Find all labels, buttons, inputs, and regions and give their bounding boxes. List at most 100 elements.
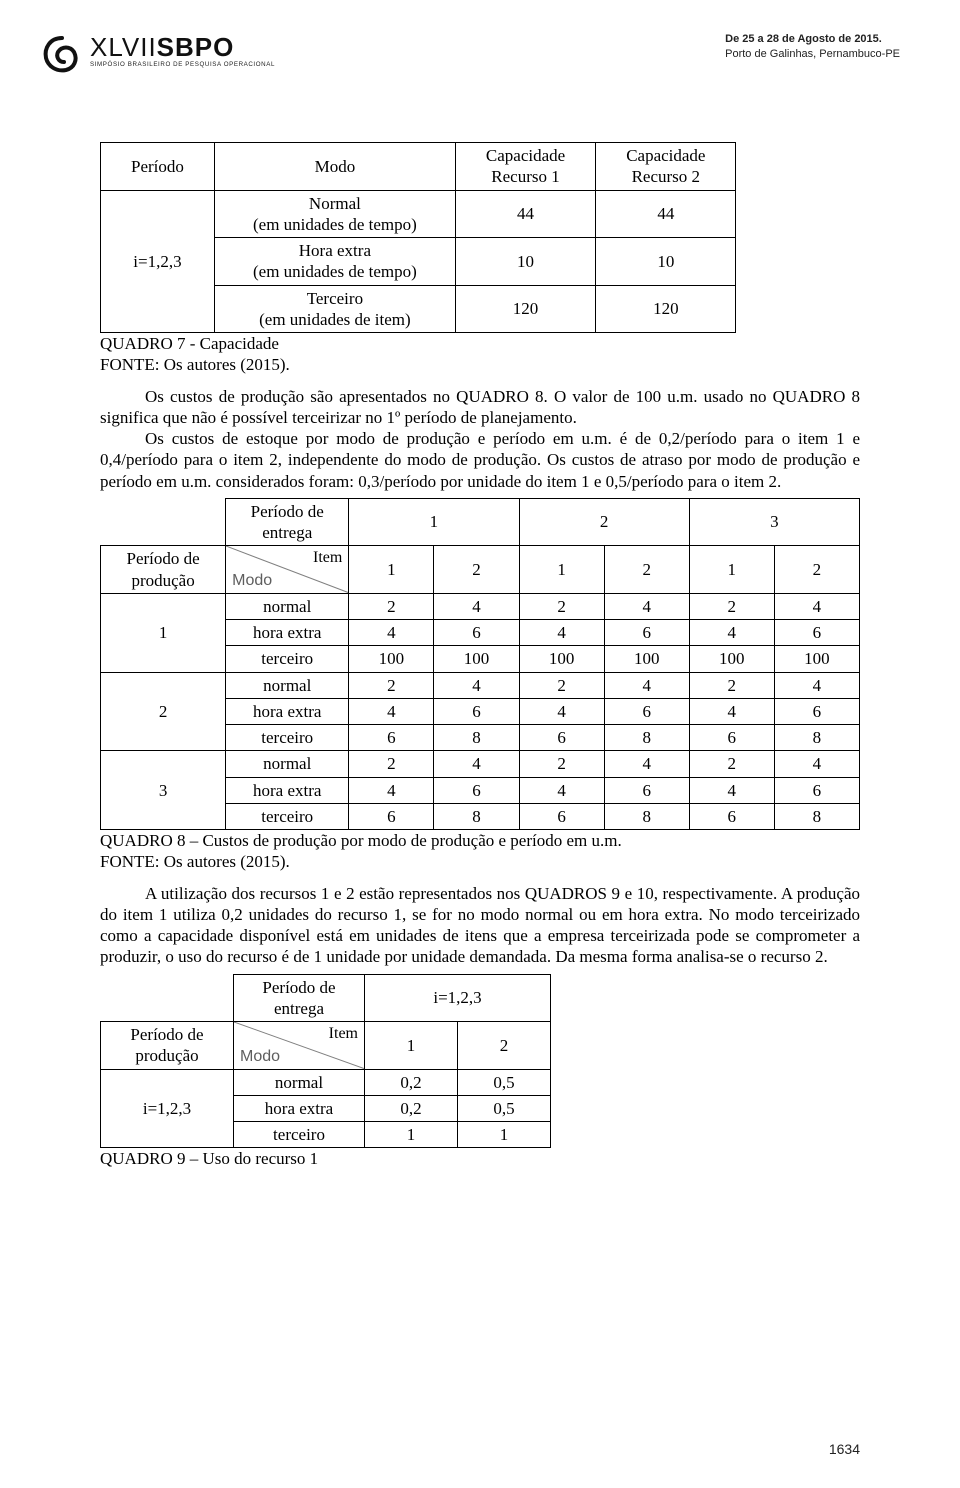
- t8-cell: 100: [434, 646, 519, 672]
- t8-cell: 4: [604, 672, 689, 698]
- t8-cell: 4: [604, 751, 689, 777]
- t8-cell: 2: [519, 672, 604, 698]
- t8-entrega: 3: [689, 498, 859, 546]
- t9-cell: 1: [365, 1122, 458, 1148]
- t8-cell: 6: [774, 777, 859, 803]
- t8-cell: 4: [519, 620, 604, 646]
- t9-cell: 0,2: [365, 1069, 458, 1095]
- t8-cell: 2: [689, 593, 774, 619]
- t8-cell: 2: [349, 751, 434, 777]
- logo-title-thin: XLVII: [90, 32, 157, 62]
- t8-diag-bot: Modo: [232, 571, 272, 591]
- page-header: XLVIISBPO SIMPÓSIO BRASILEIRO DE PESQUIS…: [100, 30, 860, 102]
- t7-col-header: Período: [101, 143, 215, 191]
- t7-modo: Normal(em unidades de tempo): [214, 190, 455, 238]
- t8-item: 1: [689, 546, 774, 594]
- t8-mode: terceiro: [226, 803, 349, 829]
- t7-cell: 120: [455, 285, 595, 333]
- t9-item: 2: [458, 1022, 551, 1070]
- t8-item: 1: [519, 546, 604, 594]
- t8-cell: 6: [689, 725, 774, 751]
- t8-cell: 6: [434, 777, 519, 803]
- t8-cell: 8: [434, 725, 519, 751]
- t8-entrega: 2: [519, 498, 689, 546]
- t9-item: 1: [365, 1022, 458, 1070]
- t8-cell: 4: [519, 777, 604, 803]
- t8-cell: 100: [349, 646, 434, 672]
- t8-item: 1: [349, 546, 434, 594]
- t9-entrega-span: i=1,2,3: [365, 974, 551, 1022]
- t8-period: 3: [101, 751, 226, 830]
- logo-title: XLVIISBPO: [90, 34, 275, 60]
- t9-diag-bot: Modo: [240, 1047, 280, 1067]
- t8-cell: 8: [604, 803, 689, 829]
- t8-producao-label: Período deprodução: [101, 546, 226, 594]
- t7-col-header: CapacidadeRecurso 1: [455, 143, 595, 191]
- t9-cell: 1: [458, 1122, 551, 1148]
- t8-cell: 8: [774, 803, 859, 829]
- t8-diag-cell: Item Modo: [226, 546, 349, 594]
- t8-item: 2: [434, 546, 519, 594]
- t8-cell: 4: [434, 672, 519, 698]
- t8-cell: 100: [774, 646, 859, 672]
- logo-swirl-icon: [40, 34, 84, 78]
- t8-mode: normal: [226, 751, 349, 777]
- t8-cell: 100: [604, 646, 689, 672]
- t8-cell: 2: [519, 593, 604, 619]
- t8-cell: 6: [434, 698, 519, 724]
- t9-entrega-label: Período deentrega: [234, 974, 365, 1022]
- t7-cell: 10: [455, 238, 595, 286]
- t8-cell: 6: [519, 803, 604, 829]
- t7-caption: QUADRO 7 - Capacidade: [100, 333, 860, 354]
- t8-entrega: 1: [349, 498, 519, 546]
- table-quadro-8: Período deentrega 1 2 3 Período deproduç…: [100, 498, 860, 830]
- t7-cell: 44: [596, 190, 736, 238]
- t8-cell: 2: [689, 672, 774, 698]
- conference-location: Porto de Galinhas, Pernambuco-PE: [725, 47, 900, 62]
- t8-cell: 100: [689, 646, 774, 672]
- t8-period: 2: [101, 672, 226, 751]
- t7-col-header: CapacidadeRecurso 2: [596, 143, 736, 191]
- t8-cell: 6: [774, 620, 859, 646]
- t8-cell: 6: [519, 725, 604, 751]
- table-quadro-7: Período Modo CapacidadeRecurso 1 Capacid…: [100, 142, 736, 333]
- t8-cell: 4: [434, 751, 519, 777]
- t9-mode: terceiro: [234, 1122, 365, 1148]
- t8-period: 1: [101, 593, 226, 672]
- t7-modo: Terceiro(em unidades de item): [214, 285, 455, 333]
- paragraph-3: A utilização dos recursos 1 e 2 estão re…: [100, 883, 860, 968]
- t8-mode: normal: [226, 672, 349, 698]
- t9-cell: 0,5: [458, 1095, 551, 1121]
- t8-cell: 4: [434, 593, 519, 619]
- t9-cell: 0,2: [365, 1095, 458, 1121]
- page: XLVIISBPO SIMPÓSIO BRASILEIRO DE PESQUIS…: [0, 0, 960, 1488]
- t7-fonte: FONTE: Os autores (2015).: [100, 354, 860, 375]
- t9-diag-top: Item: [329, 1024, 358, 1044]
- t9-mode: normal: [234, 1069, 365, 1095]
- t8-cell: 4: [689, 777, 774, 803]
- t8-item: 2: [604, 546, 689, 594]
- t8-mode: terceiro: [226, 646, 349, 672]
- t8-cell: 6: [604, 777, 689, 803]
- t7-cell: 10: [596, 238, 736, 286]
- paragraph-2: Os custos de estoque por modo de produçã…: [100, 428, 860, 492]
- t8-cell: 6: [689, 803, 774, 829]
- t8-cell: 4: [349, 620, 434, 646]
- t9-group: i=1,2,3: [101, 1069, 234, 1148]
- table-quadro-9: Período deentrega i=1,2,3 Período deprod…: [100, 974, 551, 1149]
- t8-cell: 4: [689, 698, 774, 724]
- t8-cell: 2: [689, 751, 774, 777]
- t7-cell: 44: [455, 190, 595, 238]
- t8-cell: 2: [349, 593, 434, 619]
- t8-cell: 6: [604, 698, 689, 724]
- t8-cell: 4: [774, 672, 859, 698]
- t8-mode: normal: [226, 593, 349, 619]
- t8-cell: 2: [349, 672, 434, 698]
- t8-cell: 4: [774, 751, 859, 777]
- t8-mode: hora extra: [226, 698, 349, 724]
- t8-cell: 100: [519, 646, 604, 672]
- conference-info: De 25 a 28 de Agosto de 2015. Porto de G…: [725, 32, 900, 62]
- paragraph-1: Os custos de produção são apresentados n…: [100, 386, 860, 429]
- t8-entrega-label: Período deentrega: [226, 498, 349, 546]
- t8-cell: 8: [604, 725, 689, 751]
